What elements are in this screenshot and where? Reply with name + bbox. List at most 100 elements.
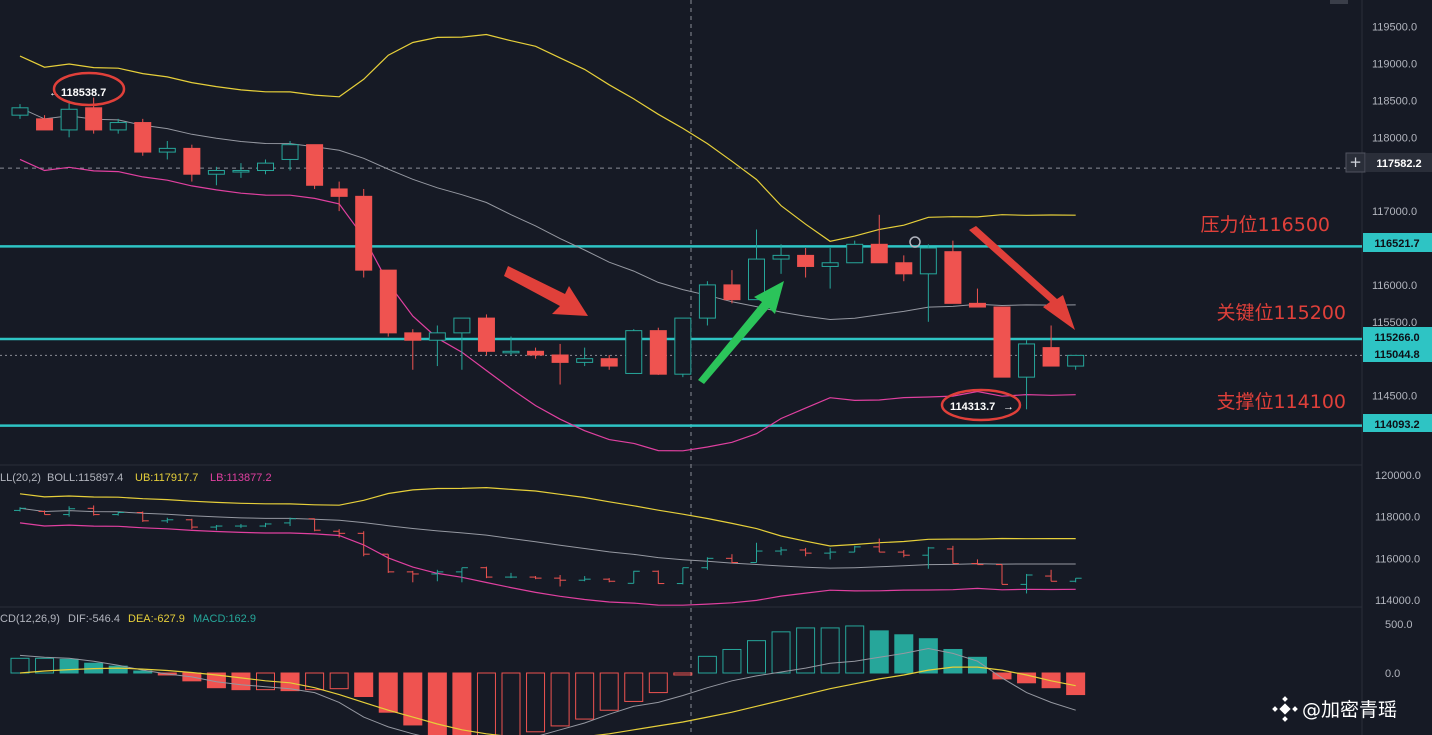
crosshair-plus-button[interactable] <box>1345 152 1366 173</box>
candle-body-29 <box>723 284 741 301</box>
watermark: @加密青瑶 <box>1272 696 1397 722</box>
candle-15 <box>379 269 397 337</box>
boll-bar-36 <box>897 550 910 558</box>
pivot-tag-bg <box>1363 327 1432 345</box>
candle-31 <box>772 244 790 274</box>
high-marker: ← 118538.7 <box>49 71 126 107</box>
candle-body-13 <box>330 188 348 197</box>
boll-panel-mid <box>19 507 1076 569</box>
boll-bar-2 <box>63 506 76 517</box>
candle-body-21 <box>527 350 545 356</box>
support-tag-bg <box>1363 414 1432 432</box>
macd-hist-bar-26 <box>648 672 668 694</box>
candle-body-5 <box>134 122 152 153</box>
boll-bar-1 <box>38 510 51 516</box>
red-arrow-down-right-2 <box>969 226 1075 330</box>
macd-y-tick-0: 500.0 <box>1385 619 1413 631</box>
candle-body-34 <box>846 243 864 264</box>
candle-3 <box>85 97 103 134</box>
candle-9 <box>232 163 250 178</box>
current-price-tag[interactable]: + 117582.2 <box>1345 152 1432 173</box>
boll-bar-5 <box>136 511 149 522</box>
main-y-tick-1: 119000.0 <box>1372 59 1417 71</box>
green-arrow-up-right <box>698 281 784 384</box>
candle-17 <box>428 325 446 367</box>
candles-main <box>11 97 1085 410</box>
macd-legend-dea: DEA:-627.9 <box>128 613 185 625</box>
candle-body-35 <box>870 243 888 264</box>
bollinger-panel <box>14 486 1082 606</box>
macd-legend-macd: MACD:162.9 <box>193 613 256 625</box>
candle-body-4 <box>109 122 127 131</box>
macd-hist-bar-0 <box>10 657 30 674</box>
macd-hist-bar-18 <box>452 672 472 735</box>
macd-dea-line <box>19 666 1076 735</box>
support-label: 支撑位114100 <box>1216 391 1346 413</box>
candle-28 <box>698 281 716 326</box>
candle-body-8 <box>207 170 225 175</box>
boll-bar-18 <box>455 567 468 583</box>
macd-hist-bar-1 <box>35 657 55 674</box>
boll-y-tick-3: 114000.0 <box>1375 595 1420 607</box>
candle-33 <box>821 248 839 289</box>
macd-hist-bar-19 <box>476 672 496 735</box>
macd-hist-bar-4 <box>108 665 128 674</box>
boll-mid-line <box>19 107 1076 321</box>
boll-bar-12 <box>308 518 321 532</box>
boll-bar-29 <box>725 554 738 564</box>
boll-bar-13 <box>333 529 346 538</box>
candle-2 <box>60 100 78 138</box>
macd-hist-bar-13 <box>329 672 349 690</box>
macd-hist-bar-43 <box>1066 672 1086 696</box>
candle-body-43 <box>1067 354 1085 367</box>
boll-y-tick-2: 116000.0 <box>1375 553 1420 565</box>
candle-6 <box>158 141 176 160</box>
boll-bar-10 <box>259 522 272 528</box>
candle-body-22 <box>551 354 569 363</box>
boll-bar-42 <box>1045 569 1058 582</box>
low-circle <box>940 388 1022 422</box>
boll-bar-23 <box>578 576 591 582</box>
macd-y-tick-1: 0.0 <box>1385 668 1400 680</box>
candle-41 <box>1018 340 1036 410</box>
boll-bar-43 <box>1069 577 1082 583</box>
macd-hist-bar-40 <box>992 672 1012 680</box>
price-axis[interactable]: 119500.0 119000.0 118500.0 118000.0 117000.0… <box>1372 22 1421 680</box>
macd-hist-bar-35 <box>869 630 889 674</box>
candle-25 <box>625 329 643 374</box>
candle-23 <box>576 347 594 367</box>
candle-5 <box>134 118 152 156</box>
main-y-tick-0: 119500.0 <box>1372 22 1417 34</box>
boll-bar-40 <box>996 564 1008 585</box>
boll-panel-lower <box>19 522 1076 606</box>
candle-35 <box>870 214 888 264</box>
resistance-tag-value: 116521.7 <box>1374 238 1419 250</box>
boll-bar-11 <box>284 517 297 527</box>
macd-legend-name: CD(12,26,9) <box>0 613 60 625</box>
candle-26 <box>649 327 667 375</box>
candle-body-19 <box>477 317 495 352</box>
high-marker-value: 118538.7 <box>61 87 106 99</box>
candle-1 <box>36 115 54 131</box>
boll-bar-41 <box>1020 573 1033 594</box>
resistance-tag-bg <box>1363 233 1432 252</box>
boll-bar-22 <box>554 575 567 587</box>
candle-body-12 <box>306 144 324 186</box>
support-tag-value: 114093.2 <box>1374 419 1419 431</box>
boll-lower-line <box>19 158 1076 452</box>
boll-bar-26 <box>652 570 665 585</box>
candle-19 <box>477 314 495 355</box>
boll-bar-30 <box>750 542 763 563</box>
main-y-tick-6: 115500.0 <box>1372 317 1417 329</box>
boll-legend-name: LL(20,2) <box>0 472 41 484</box>
candle-40 <box>993 306 1011 378</box>
candle-body-25 <box>625 330 643 374</box>
candle-0 <box>11 104 29 119</box>
candle-body-20 <box>502 350 520 354</box>
candle-13 <box>330 181 348 212</box>
current-price-value: 117582.2 <box>1376 158 1421 170</box>
main-y-tick-2: 118500.0 <box>1372 95 1417 107</box>
candle-4 <box>109 118 127 134</box>
macd-hist-bar-31 <box>771 631 791 674</box>
